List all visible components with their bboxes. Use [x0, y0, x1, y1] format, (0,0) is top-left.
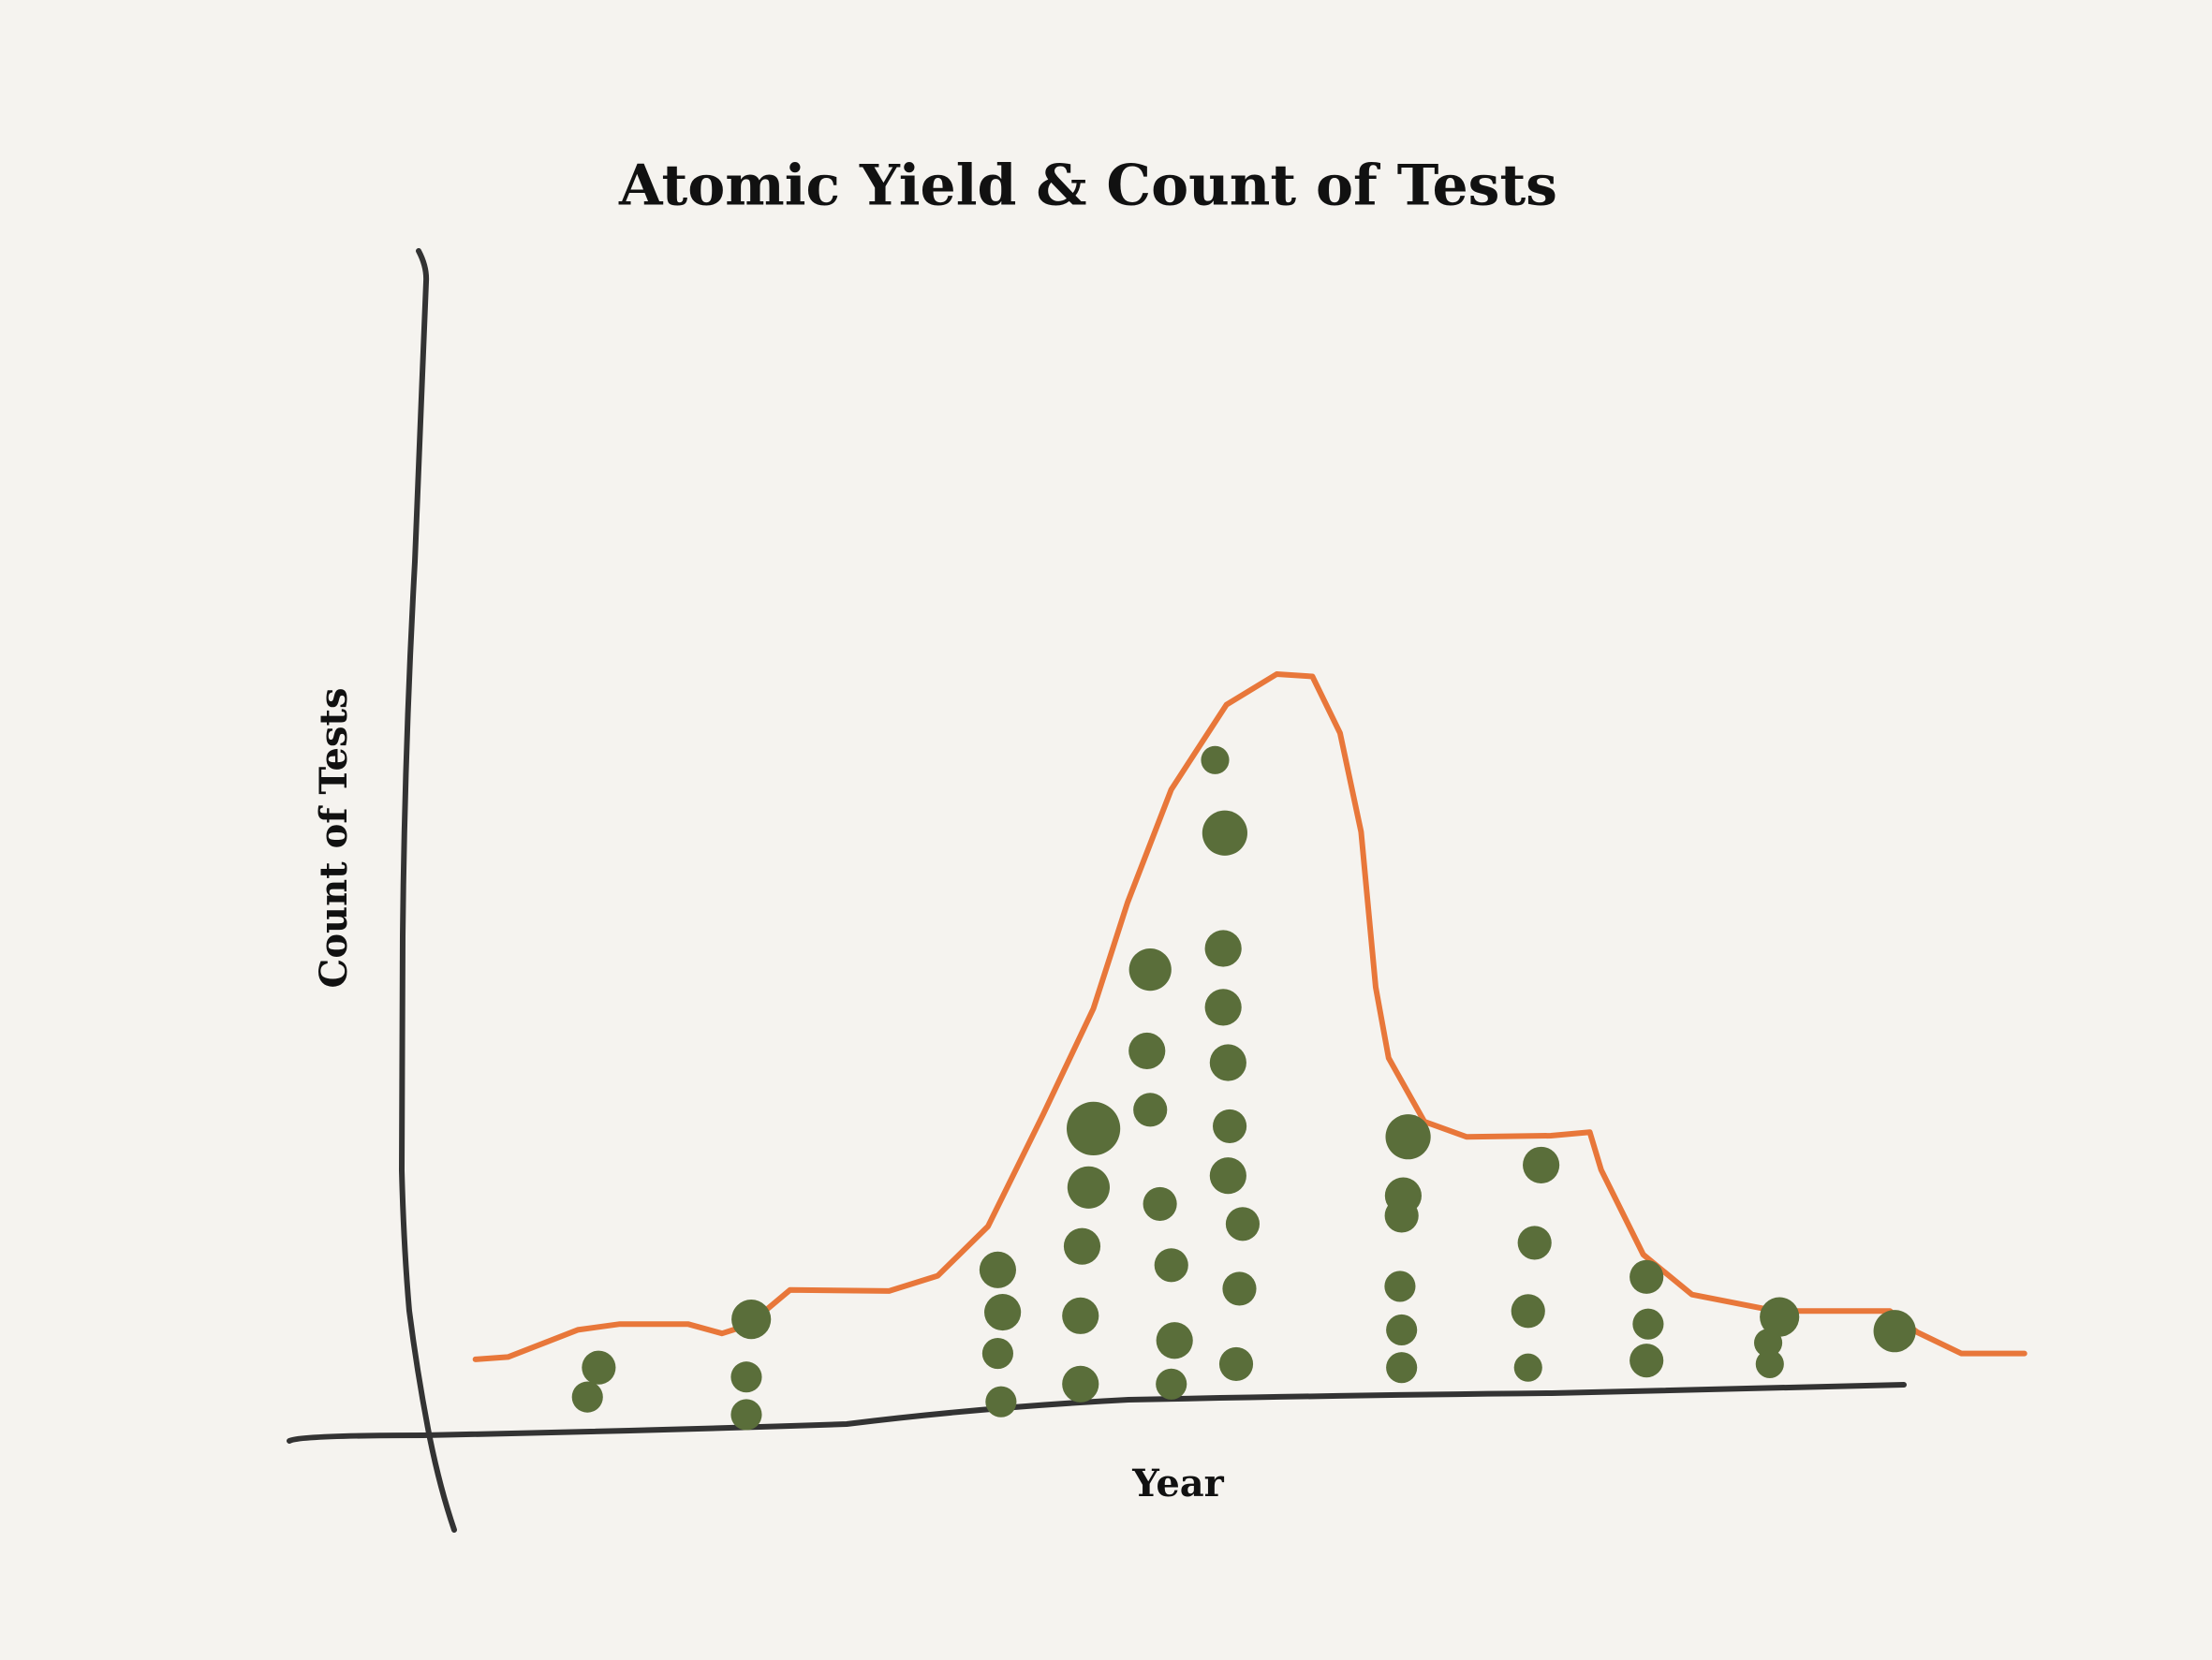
bubble: [1128, 1032, 1166, 1069]
bubble: [730, 1399, 762, 1431]
x-axis: [287, 1382, 1907, 1444]
bubble: [1385, 1114, 1431, 1160]
bubble: [1209, 1157, 1246, 1195]
bubble: [1067, 1166, 1110, 1209]
bubble: [730, 1361, 762, 1393]
bubble: [1225, 1207, 1261, 1241]
chart-title: Atomic Yield & Count of Tests: [618, 154, 1557, 219]
bubble: [1386, 1314, 1418, 1346]
y-axis: [399, 248, 457, 1533]
bubble: [582, 1350, 616, 1385]
bubble: [1156, 1322, 1193, 1359]
bubble: [1204, 930, 1242, 967]
bubble: [1632, 1308, 1664, 1340]
bubble: [731, 1300, 772, 1340]
bubble: [1062, 1365, 1099, 1403]
bubble: [571, 1381, 603, 1413]
bubble: [979, 1251, 1016, 1288]
bubble: [985, 1386, 1017, 1418]
bubble: [1517, 1226, 1552, 1260]
bubble: [1760, 1297, 1800, 1337]
bubble: [1213, 1109, 1247, 1143]
bubble: [1156, 1368, 1187, 1400]
bubble: [1384, 1271, 1416, 1302]
bubble: [1202, 810, 1247, 856]
bubble: [1143, 1186, 1177, 1221]
bubble: [1209, 1044, 1246, 1081]
bubble: [1513, 1353, 1542, 1382]
bubble: [1204, 989, 1242, 1026]
bubble: [1062, 1297, 1099, 1334]
bubble: [1384, 1198, 1419, 1233]
bubble: [1873, 1310, 1916, 1353]
bubble: [1630, 1259, 1664, 1294]
x-axis-label: Year: [1131, 1462, 1224, 1506]
bubble: [1133, 1093, 1168, 1127]
bubble: [1218, 1346, 1254, 1381]
plot-area: [472, 671, 2028, 1431]
bubble: [1063, 1227, 1101, 1265]
bubble: [1201, 745, 1230, 774]
bubble: [1630, 1344, 1664, 1378]
bubble: [1754, 1329, 1783, 1358]
bubble: [1511, 1294, 1545, 1329]
bubble: [1386, 1352, 1418, 1384]
y-axis-label: Count of Tests: [312, 687, 356, 988]
bubble: [984, 1294, 1022, 1331]
bubble: [1755, 1349, 1784, 1378]
bubble: [1154, 1248, 1188, 1283]
bubble: [1523, 1146, 1560, 1183]
bubble: [1222, 1271, 1257, 1306]
bubble: [981, 1338, 1013, 1370]
bubble: [1128, 948, 1172, 992]
bubble: [1066, 1101, 1121, 1156]
